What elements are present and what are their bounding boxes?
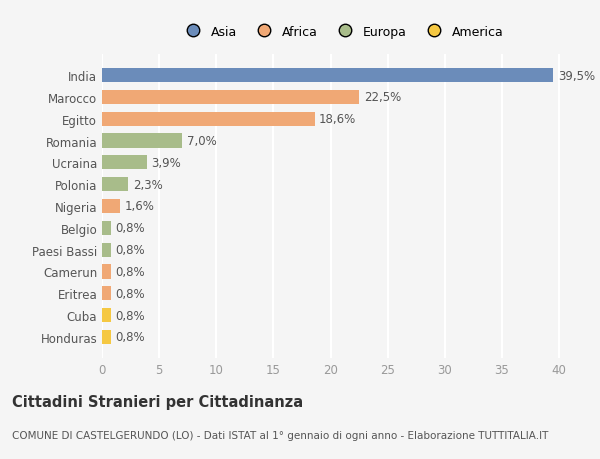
Text: 0,8%: 0,8% xyxy=(116,309,145,322)
Text: 0,8%: 0,8% xyxy=(116,330,145,344)
Bar xyxy=(102,221,111,235)
Bar xyxy=(102,178,128,192)
Text: 0,8%: 0,8% xyxy=(116,222,145,235)
Bar xyxy=(102,156,146,170)
Bar xyxy=(102,265,111,279)
Bar xyxy=(102,134,182,148)
Text: Cittadini Stranieri per Cittadinanza: Cittadini Stranieri per Cittadinanza xyxy=(12,394,303,409)
Text: 18,6%: 18,6% xyxy=(319,113,356,126)
Bar xyxy=(102,308,111,323)
Text: COMUNE DI CASTELGERUNDO (LO) - Dati ISTAT al 1° gennaio di ogni anno - Elaborazi: COMUNE DI CASTELGERUNDO (LO) - Dati ISTA… xyxy=(12,431,548,440)
Bar xyxy=(102,69,553,83)
Text: 0,8%: 0,8% xyxy=(116,244,145,257)
Text: 22,5%: 22,5% xyxy=(364,91,401,104)
Text: 0,8%: 0,8% xyxy=(116,265,145,278)
Text: 3,9%: 3,9% xyxy=(151,157,181,169)
Bar xyxy=(102,243,111,257)
Text: 39,5%: 39,5% xyxy=(558,69,595,83)
Bar xyxy=(102,90,359,105)
Bar xyxy=(102,286,111,301)
Text: 2,3%: 2,3% xyxy=(133,178,163,191)
Bar xyxy=(102,330,111,344)
Bar xyxy=(102,200,120,213)
Text: 0,8%: 0,8% xyxy=(116,287,145,300)
Text: 7,0%: 7,0% xyxy=(187,135,217,148)
Legend: Asia, Africa, Europa, America: Asia, Africa, Europa, America xyxy=(177,22,507,42)
Text: 1,6%: 1,6% xyxy=(125,200,155,213)
Bar xyxy=(102,112,314,127)
